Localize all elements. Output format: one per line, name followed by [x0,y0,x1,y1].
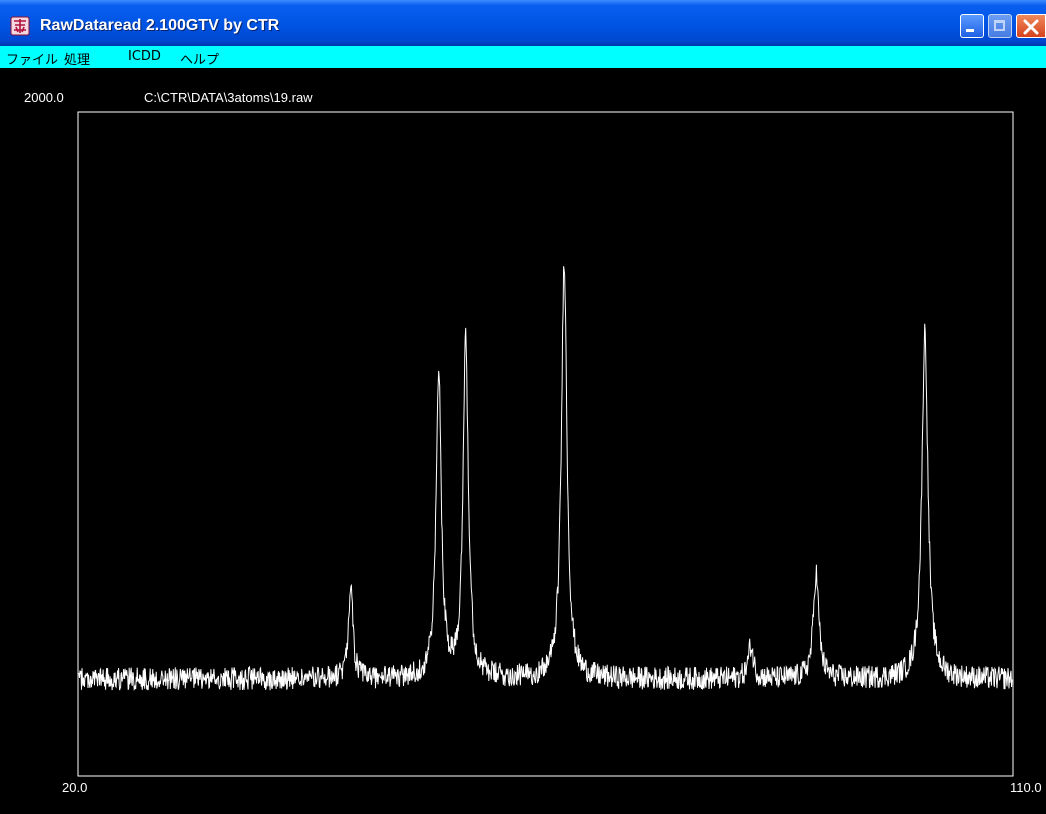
y-max-label: 2000.0 [24,90,64,105]
menu-process[interactable]: 処理 [64,53,91,68]
menu-help[interactable]: ヘルプ [180,53,220,68]
menu-bar: ファイル 処理 ICDD ヘルプ [0,46,1046,68]
minimize-button[interactable] [960,14,984,38]
app-icon[interactable] [10,16,30,36]
close-icon [1023,19,1039,35]
window-title: RawDataread 2.100GTV by CTR [40,17,280,34]
menu-icdd[interactable]: ICDD [128,49,161,64]
maximize-button[interactable] [988,14,1012,38]
diffraction-trace [78,266,1013,691]
minimize-icon [966,29,974,32]
x-min-label: 20.0 [62,780,88,795]
maximize-icon [994,20,1005,31]
close-button[interactable] [1016,14,1046,38]
title-bar[interactable]: RawDataread 2.100GTV by CTR [0,0,1046,46]
xrd-chart[interactable] [0,68,1046,814]
x-max-label: 110.0 [1010,780,1042,795]
menu-file[interactable]: ファイル [6,53,59,68]
plot-frame [77,111,1014,777]
file-path-label: C:\CTR\DATA\3atoms\19.raw [144,90,313,105]
plot-area[interactable]: 2000.0 C:\CTR\DATA\3atoms\19.raw 20.0 11… [0,68,1046,814]
